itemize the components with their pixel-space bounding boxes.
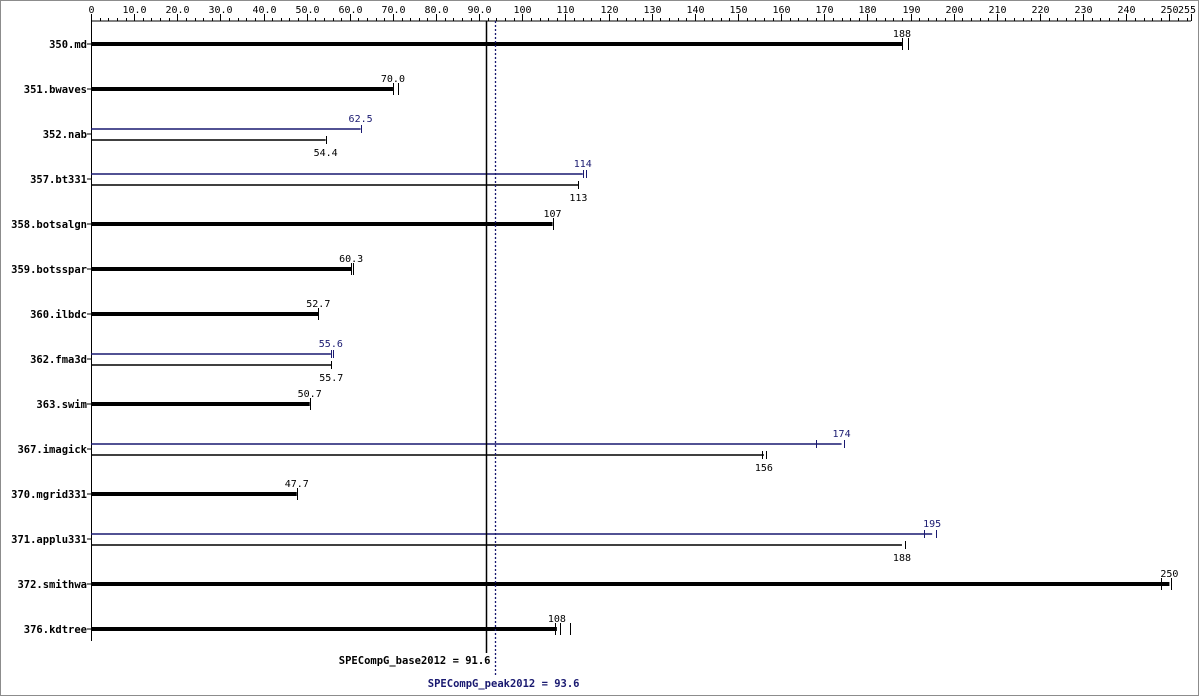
base-value-label: 50.7	[298, 389, 322, 400]
benchmark-row: 359.botsspar 60.3	[11, 254, 363, 276]
benchmark-row: 352.nab 62.5 54.4	[43, 114, 373, 159]
x-axis-tick-label: 190	[902, 5, 920, 16]
base-value-label: 188	[893, 553, 911, 564]
peak-value-label: 55.6	[319, 339, 343, 350]
base-summary-label: SPECompG_base2012 = 91.6	[339, 655, 491, 667]
x-axis-tick-label: 20.0	[165, 5, 189, 16]
x-axis-tick-label: 240	[1117, 5, 1135, 16]
x-axis-tick-label: 200	[945, 5, 963, 16]
x-axis-tick-label: 10.0	[122, 5, 146, 16]
benchmark-label: 357.bt331	[30, 174, 87, 186]
benchmark-row: 351.bwaves 70.0	[24, 74, 405, 96]
benchmark-label: 371.applu331	[11, 534, 87, 546]
x-axis-tick-label: 0	[88, 5, 94, 16]
benchmark-row: 371.applu331 195 188	[11, 519, 941, 564]
x-axis-tick-label: 150	[729, 5, 747, 16]
benchmark-label: 363.swim	[36, 399, 87, 411]
benchmark-row: 350.md 188	[49, 29, 911, 51]
base-value-label: 55.7	[319, 373, 343, 384]
benchmark-label: 370.mgrid331	[11, 489, 87, 501]
benchmark-label: 352.nab	[43, 129, 87, 141]
benchmark-label: 362.fma3d	[30, 354, 87, 366]
base-value-label: 250	[1160, 569, 1178, 580]
benchmark-label: 350.md	[49, 39, 87, 51]
benchmark-label: 376.kdtree	[24, 624, 87, 636]
summary-reference-lines: SPECompG_base2012 = 91.6 SPECompG_peak201…	[339, 21, 580, 690]
x-axis-tick-label: 130	[643, 5, 661, 16]
benchmark-row: 358.botsalgn 107	[11, 209, 561, 231]
base-value-label: 108	[548, 614, 566, 625]
base-value-label: 47.7	[285, 479, 309, 490]
base-value-label: 107	[544, 209, 562, 220]
x-axis-tick-label: 40.0	[252, 5, 276, 16]
x-axis-tick-label: 100	[513, 5, 531, 16]
benchmark-row: 367.imagick 174 156	[17, 429, 850, 474]
benchmark-bars: 350.md188351.bwaves70.0352.nab62.554.435…	[11, 21, 1178, 641]
base-value-label: 156	[755, 463, 773, 474]
benchmark-row: 370.mgrid331 47.7	[11, 479, 309, 501]
x-axis-tick-label: 250	[1160, 5, 1178, 16]
base-value-label: 52.7	[306, 299, 330, 310]
base-value-label: 70.0	[381, 74, 405, 85]
x-axis-tick-label: 120	[600, 5, 618, 16]
x-axis-tick-label: 140	[686, 5, 704, 16]
base-value-label: 113	[569, 193, 587, 204]
benchmark-row: 360.ilbdc 52.7	[30, 299, 330, 321]
x-axis-tick-label: 170	[815, 5, 833, 16]
base-value-label: 60.3	[339, 254, 363, 265]
benchmark-row: 362.fma3d 55.6 55.7	[30, 339, 343, 384]
x-axis-tick-label: 255	[1178, 5, 1196, 16]
x-axis-tick-label: 220	[1031, 5, 1049, 16]
x-axis-tick-label: 180	[858, 5, 876, 16]
x-axis-tick-label: 50.0	[295, 5, 319, 16]
x-axis-tick-label: 80.0	[424, 5, 448, 16]
x-axis: 0 10.0 20.0 30.0 40.0 50.0 60.0 70.0 80.0 90.0 100…	[88, 5, 1196, 22]
peak-value-label: 114	[574, 159, 592, 170]
benchmark-label: 351.bwaves	[24, 84, 87, 96]
peak-value-label: 62.5	[349, 114, 373, 125]
x-axis-tick-label: 60.0	[338, 5, 362, 16]
benchmark-label: 360.ilbdc	[30, 309, 87, 321]
x-axis-tick-label: 160	[772, 5, 790, 16]
benchmark-label: 372.smithwa	[17, 579, 87, 591]
peak-summary-label: SPECompG_peak2012 = 93.6	[428, 678, 580, 690]
x-axis-tick-label: 110	[556, 5, 574, 16]
benchmark-row: 363.swim 50.7	[36, 389, 321, 411]
x-axis-tick-label: 210	[988, 5, 1006, 16]
peak-value-label: 195	[923, 519, 941, 530]
base-value-label: 54.4	[314, 148, 338, 159]
peak-value-label: 174	[833, 429, 851, 440]
x-axis-tick-label: 30.0	[208, 5, 232, 16]
benchmark-label: 359.botsspar	[11, 264, 87, 276]
base-value-label: 188	[893, 29, 911, 40]
benchmark-row: 357.bt331 114 113	[30, 159, 592, 204]
benchmark-label: 367.imagick	[17, 444, 87, 456]
benchmark-row: 376.kdtree 108	[24, 614, 571, 636]
x-axis-tick-label: 90.0	[467, 5, 491, 16]
benchmark-row: 372.smithwa 250	[17, 569, 1178, 591]
x-axis-tick-label: 70.0	[381, 5, 405, 16]
benchmark-label: 358.botsalgn	[11, 219, 87, 231]
x-axis-tick-label: 230	[1074, 5, 1092, 16]
